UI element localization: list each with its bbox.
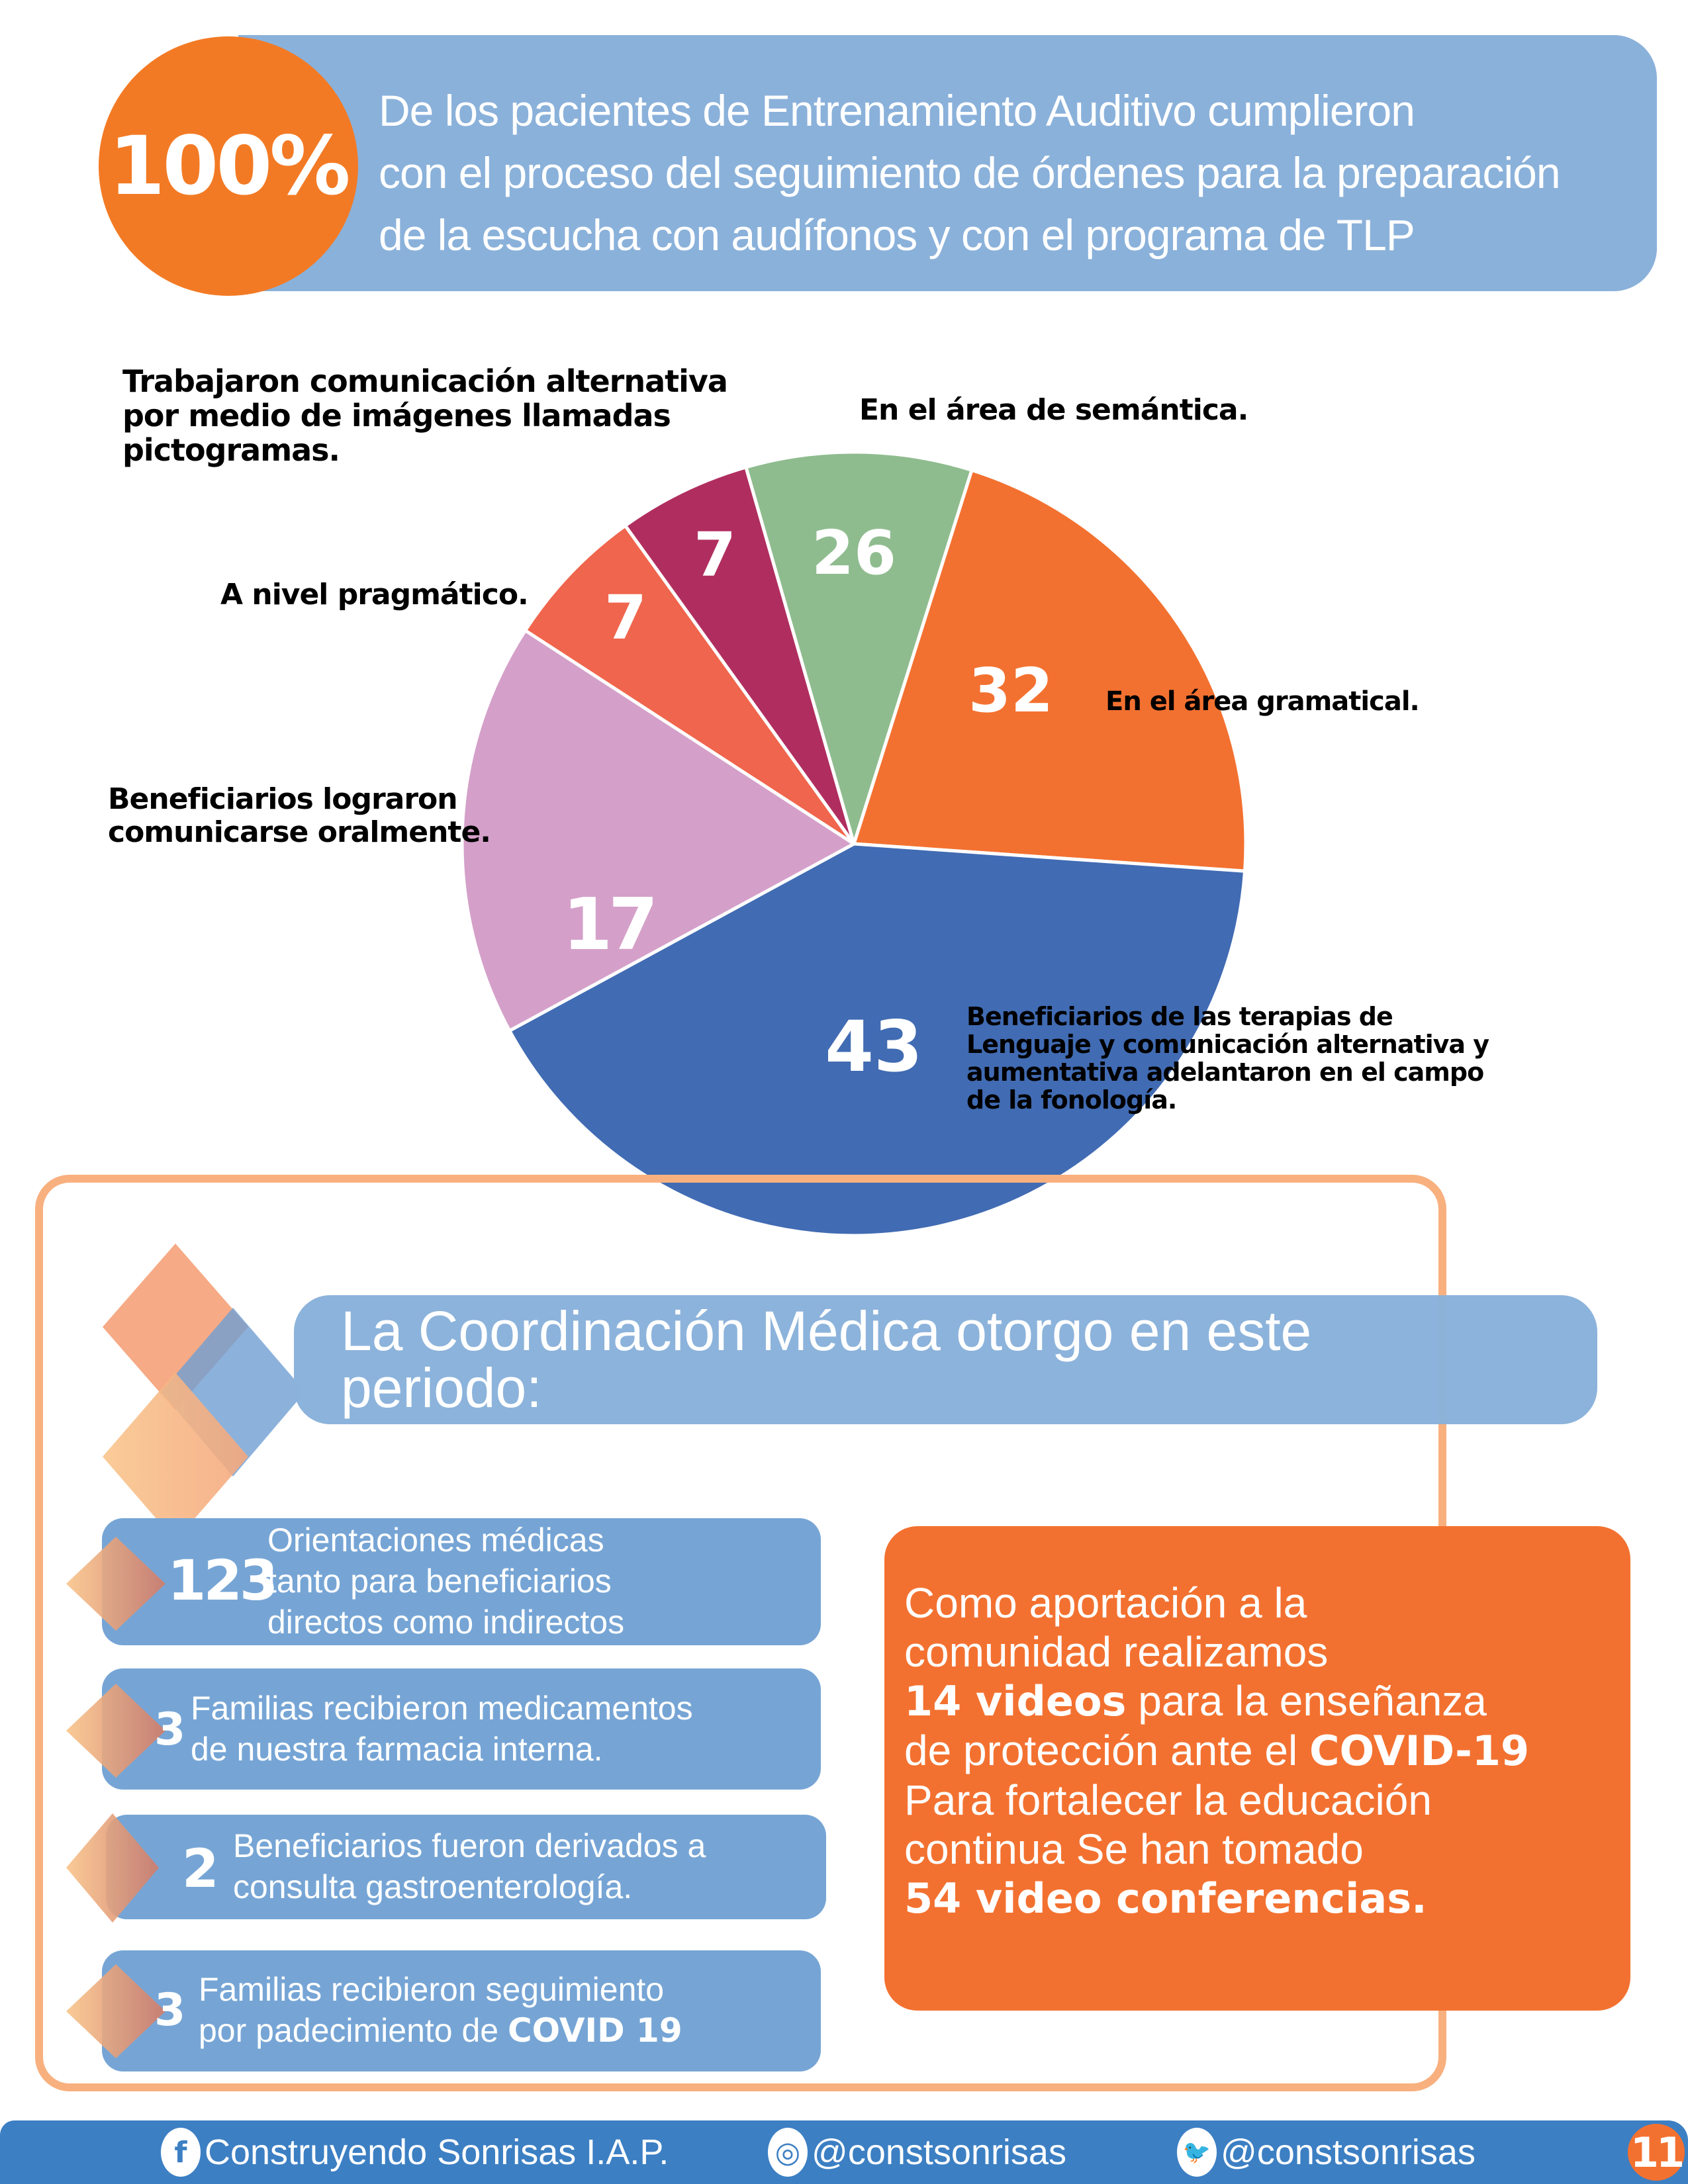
coordination-title-line-1: La Coordinación Médica otorgo en este xyxy=(341,1300,1312,1362)
stat-description: Familias recibieron medicamentos de nues… xyxy=(191,1688,693,1770)
stat-number: 2 xyxy=(182,1838,219,1899)
stat-line: Familias recibieron medicamentos xyxy=(191,1690,693,1727)
videos-count: 14 videos xyxy=(904,1677,1127,1725)
stat-number: 3 xyxy=(154,1984,186,2036)
coordination-title-line-2: periodo: xyxy=(341,1357,542,1419)
label-line: Beneficiarios lograron xyxy=(108,782,458,816)
pie-value-pictogramas: 7 xyxy=(693,520,736,590)
community-line: Como aportación a la xyxy=(904,1579,1307,1627)
label-line: Trabajaron comunicación alternativa xyxy=(122,363,728,399)
label-line: aumentativa adelantaron en el campo xyxy=(966,1058,1484,1087)
instagram-icon: ◎ xyxy=(768,2128,808,2177)
pie-slice xyxy=(852,468,1248,873)
stat-description: Beneficiarios fueron derivados a consult… xyxy=(233,1825,706,1907)
label-line: Lenguaje y comunicación alternativa y xyxy=(966,1030,1489,1059)
label-line: por medio de imágenes llamadas xyxy=(122,398,671,433)
stat-description: Orientaciones médicas tanto para benefic… xyxy=(267,1520,624,1643)
footer-bar xyxy=(0,2120,1688,2184)
pie-value-fonologia: 43 xyxy=(825,1006,923,1087)
pie-label-semantica: En el área de semántica. xyxy=(859,393,1248,427)
facebook-handle: Construyendo Sonrisas I.A.P. xyxy=(205,2132,669,2172)
twitter-icon: 🐦 xyxy=(1177,2128,1217,2177)
stat-description: Familias recibieron seguimiento por pade… xyxy=(199,1969,682,2051)
header-description: De los pacientes de Entrenamiento Auditi… xyxy=(379,79,1650,266)
stat-line: de nuestra farmacia interna. xyxy=(191,1731,603,1768)
label-line: Beneficiarios de las terapias de xyxy=(966,1002,1393,1031)
stat-line: Familias recibieron seguimiento xyxy=(199,1971,665,2008)
diamond-icon xyxy=(66,1537,165,1631)
stat-line: por padecimiento de COVID 19 xyxy=(199,2010,682,2051)
stat-card-gastro xyxy=(106,1815,826,1919)
pie-label-fonologia: Beneficiarios de las terapias de Lenguaj… xyxy=(966,1003,1489,1114)
header-banner xyxy=(238,35,1657,291)
pie-label-pragmatico: A nivel pragmático. xyxy=(220,578,529,612)
label-line: comunicarse oralmente. xyxy=(108,815,491,849)
pie-value-semantica: 26 xyxy=(811,518,897,588)
header-line-1: De los pacientes de Entrenamiento Auditi… xyxy=(379,86,1415,135)
header-line-3: de la escucha con audífonos y con el pro… xyxy=(379,210,1415,259)
covid-bold: COVID 19 xyxy=(507,2011,682,2050)
twitter-link[interactable]: 🐦 @constsonrisas xyxy=(1177,2124,1476,2180)
community-line: Para fortalecer la educación xyxy=(904,1776,1432,1824)
coordination-title: La Coordinación Médica otorgo en este pe… xyxy=(341,1302,1585,1416)
stat-line-text: por padecimiento de xyxy=(199,2012,508,2049)
community-text-part: para la enseñanza xyxy=(1126,1677,1487,1725)
stat-line: consulta gastroenterología. xyxy=(233,1868,633,1905)
page-number: 11 xyxy=(1628,2124,1685,2181)
conferences-count: 54 video conferencias. xyxy=(904,1874,1427,1923)
pie-slice xyxy=(508,842,1247,1238)
diamond-icon xyxy=(66,1813,159,1923)
pie-label-gramatical: En el área gramatical. xyxy=(1105,686,1420,717)
pie-chart xyxy=(460,450,1248,1238)
pie-slice xyxy=(744,450,974,846)
stat-line: directos como indirectos xyxy=(267,1604,625,1641)
community-line: 14 videos para la enseñanza xyxy=(904,1676,1626,1726)
pie-value-gramatical: 32 xyxy=(968,655,1054,726)
pie-value-oral: 17 xyxy=(563,884,658,966)
community-box xyxy=(884,1526,1630,2011)
community-line: de protección ante el COVID-19 xyxy=(904,1726,1626,1776)
stat-card-covid xyxy=(102,1950,821,2071)
community-line: continua Se han tomado xyxy=(904,1825,1364,1873)
label-line: pictogramas. xyxy=(122,432,340,468)
coordination-title-banner xyxy=(294,1295,1597,1424)
pie-slice xyxy=(524,523,856,846)
community-text: Como aportación a la comunidad realizamo… xyxy=(904,1578,1626,1923)
community-text-part: de protección ante el xyxy=(904,1727,1309,1774)
diamond-icon xyxy=(66,1684,165,1778)
pie-slice xyxy=(460,629,856,1032)
stat-line: tanto para beneficiarios xyxy=(267,1563,612,1600)
community-line: comunidad realizamos xyxy=(904,1628,1329,1676)
facebook-icon: f xyxy=(161,2128,201,2177)
pie-label-pictogramas: Trabajaron comunicación alternativa por … xyxy=(122,363,728,468)
percent-value: 100% xyxy=(109,119,351,213)
pie-slice xyxy=(624,465,856,846)
covid-bold: COVID-19 xyxy=(1309,1727,1530,1775)
instagram-handle: @constsonrisas xyxy=(812,2132,1066,2172)
instagram-link[interactable]: ◎ @constsonrisas xyxy=(768,2124,1066,2180)
header-line-2: con el proceso del seguimiento de órdene… xyxy=(379,148,1561,197)
percent-badge xyxy=(99,36,358,296)
facebook-link[interactable]: f Construyendo Sonrisas I.A.P. xyxy=(161,2124,669,2180)
label-line: de la fonología. xyxy=(966,1085,1177,1115)
stat-line: Beneficiarios fueron derivados a xyxy=(233,1827,706,1864)
stat-card-orientaciones xyxy=(102,1518,821,1645)
pie-label-oral: Beneficiarios lograron comunicarse oralm… xyxy=(108,783,491,849)
stat-line: Orientaciones médicas xyxy=(267,1522,604,1559)
stat-number: 123 xyxy=(167,1548,278,1613)
stat-card-medicamentos xyxy=(102,1668,821,1790)
community-line: 54 video conferencias. xyxy=(904,1874,1626,1923)
diamond-decoration-icon xyxy=(103,1244,305,1541)
stat-number: 3 xyxy=(154,1704,186,1756)
pie-value-pragmatico: 7 xyxy=(604,582,647,653)
diamond-icon xyxy=(66,1964,165,2058)
twitter-handle: @constsonrisas xyxy=(1221,2132,1476,2172)
